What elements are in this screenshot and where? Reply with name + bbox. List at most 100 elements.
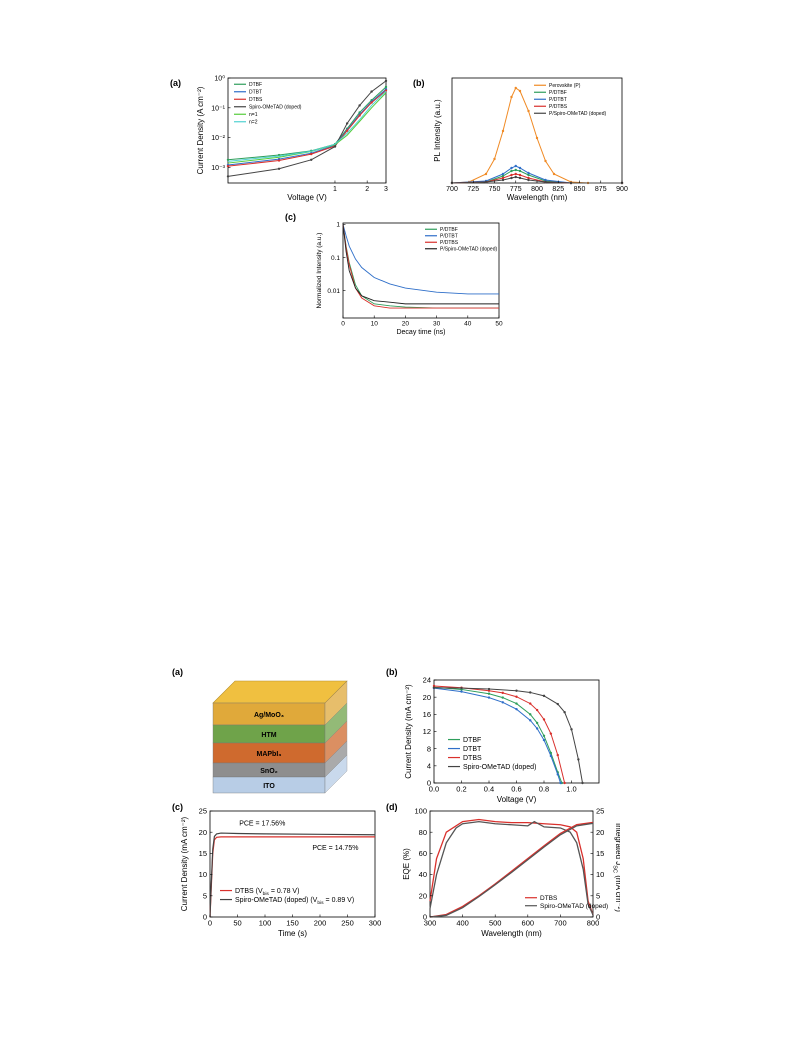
fig2c-xtick-label-4: 200	[314, 919, 327, 928]
fig2b-series-3-point-1	[460, 686, 463, 690]
fig1a-legend-label-5: n=2	[249, 120, 258, 126]
fig2c-legend-label-1: Spiro-OMeTAD (doped) (Vbis = 0.89 V)	[235, 897, 354, 906]
fig1b-series-4-point-7	[544, 180, 547, 184]
fig1c-xtick-label-5: 50	[495, 321, 503, 328]
fig2c-xtick-label-5: 250	[341, 919, 354, 928]
fig2d-series-3	[429, 822, 594, 918]
fig1a-series-3-point-7	[384, 79, 388, 83]
fig2d-legend-label-0: DTBS	[540, 895, 558, 902]
fig2d-y2tick-label-4: 20	[596, 828, 604, 837]
fig1a-series-3-point-4	[345, 122, 349, 125]
fig1a-plot-frame	[227, 77, 387, 184]
fig1b-series-4-point-5	[518, 176, 522, 180]
fig2b-legend-label-1: DTBT	[463, 746, 482, 753]
fig1a-series-3-point-5	[358, 104, 361, 107]
fig2b-ylabel: Current Density (mA cm⁻²)	[404, 684, 413, 779]
fig1b-series-2-point-7	[544, 178, 547, 182]
fig1b-series-2-point-3	[510, 166, 513, 170]
fig1c-ytick-label-0: 1	[336, 222, 340, 229]
fig2b-series-1-point-3	[501, 701, 504, 704]
fig2d-ylabel: EQE (%)	[402, 848, 411, 880]
fig2b-legend-label-2: DTBS	[463, 755, 482, 762]
fig2b-series-3-point-6	[556, 702, 559, 706]
fig2d-y2label: Integrated JSC (mA cm⁻²)	[612, 823, 620, 912]
fig2d-y2tick-label-1: 5	[596, 891, 600, 900]
fig1b-chart: 700 725 750 775 800 825 850 875 900 Wavelength (n…	[433, 77, 628, 202]
fig2b-xtick-label-4: 0.8	[539, 785, 549, 794]
fig2d-xtick-label-2: 500	[489, 919, 502, 928]
fig2b-series-3-point-9	[577, 758, 580, 761]
fig2b-series-2-point-3	[501, 691, 504, 695]
fig2d-xtick-label-5: 800	[587, 919, 600, 928]
fig1c-ytick-label-1: 0.1	[331, 255, 340, 262]
fig2b-series-2-point-6	[535, 708, 539, 712]
fig2b-series-3-point-5	[542, 694, 546, 698]
fig2c-annotation-1: PCE = 14.75%	[312, 845, 358, 852]
fig1a-series-3-point-6	[370, 90, 373, 93]
fig2b-series-1-point-7	[542, 738, 546, 742]
fig1a-legend-label-4: n=1	[249, 112, 258, 118]
fig1c-series-0	[342, 224, 499, 309]
fig2b-series-3-point-7	[563, 710, 566, 714]
fig1b-xtick-label-0: 700	[446, 186, 458, 193]
fig2d-xtick-label-4: 700	[554, 919, 567, 928]
fig1a-series-0-point-7	[384, 85, 388, 89]
fig1c-chart: 0 10 20 30 40 50 1 0.1 0.01 Decay time (ns) Normal…	[316, 222, 503, 336]
fig2b-ytick-label-5: 20	[423, 693, 431, 702]
fig2d-ytick-label-4: 80	[419, 828, 427, 837]
fig2d-ytick-label-2: 40	[419, 870, 427, 879]
fig1a-series-3-point-3	[333, 145, 337, 148]
fig1b-xtick-label-1: 725	[467, 186, 479, 193]
fig1a-series-2-point-4	[345, 129, 349, 132]
stack-label-0: Ag/MoO₃	[254, 712, 284, 719]
fig2d-panel-label: (d)	[386, 802, 398, 812]
fig2d-series-2	[429, 821, 594, 918]
fig1c-legend-label-1: P/DTBT	[440, 234, 458, 240]
fig2b-series-2-point-9	[556, 753, 559, 757]
fig1a-series-0-point-0	[226, 158, 230, 162]
fig1b-series-4-point-9	[620, 181, 624, 185]
fig1a-series-2-point-5	[358, 114, 361, 117]
fig1b-series-3-point-5	[518, 173, 522, 177]
fig1b-series-0-point-11	[552, 172, 556, 176]
fig2b-ytick-label-0: 0	[427, 779, 431, 788]
fig2c-series-1	[209, 832, 376, 918]
fig2b-series-2-point-4	[515, 695, 518, 698]
fig1a-series-2-point-2	[310, 152, 313, 156]
fig2c-xlabel: Time (s)	[278, 929, 307, 938]
fig2b-legend-label-3: Spiro-OMeTAD (doped)	[463, 764, 536, 771]
fig1a-series-4	[227, 92, 387, 164]
fig1b-xtick-label-4: 800	[531, 186, 543, 193]
fig1b-series-0-point-8	[527, 109, 530, 113]
fig2b-series-0-point-5	[529, 713, 532, 716]
fig1c-series-2	[342, 224, 499, 309]
fig2d-ytick-label-5: 100	[414, 807, 427, 816]
fig2d-legend-label-1: Spiro-OMeTAD (doped)	[540, 903, 608, 910]
fig2c-ylabel: Current Density (mA cm⁻²)	[180, 816, 189, 911]
fig2a-panel-label: (a)	[172, 667, 183, 677]
fig1c-series-1	[342, 224, 499, 295]
stack-label-4: ITO	[263, 783, 275, 790]
fig2b-series-2-point-8	[549, 732, 553, 735]
fig2b-series-1-point-1	[460, 690, 463, 693]
fig2b-series-1-point-5	[529, 719, 532, 722]
stack-label-2: MAPbI₃	[256, 751, 281, 758]
fig2d-chart: 300 400 500 600 700 8000204060801000510152025…	[402, 807, 620, 938]
fig2b-ytick-label-1: 4	[427, 761, 431, 770]
fig2d-series-0	[429, 818, 594, 916]
fig2d-series-1	[429, 820, 594, 916]
fig2b-series-3-point-10	[581, 781, 584, 785]
fig1b-xtick-label-7: 875	[595, 186, 607, 193]
fig2d-xlabel: Wavelength (nm)	[481, 929, 542, 938]
fig2b-series-1-point-10	[559, 781, 562, 785]
fig2d-y2tick-label-2: 10	[596, 870, 604, 879]
fig2b-series-3-point-3	[515, 689, 518, 692]
fig2c-ytick-label-2: 10	[199, 870, 207, 879]
fig1a-series-0	[227, 86, 387, 161]
fig2b-series-1-point-8	[549, 754, 553, 758]
fig2c-ytick-label-0: 0	[203, 913, 207, 922]
fig2c-xtick-label-3: 150	[286, 919, 299, 928]
fig1b-ylabel: PL Intensity (a.u.)	[433, 99, 442, 162]
fig1b-series-2-point-6	[527, 171, 530, 175]
stack-side-4	[324, 754, 348, 794]
